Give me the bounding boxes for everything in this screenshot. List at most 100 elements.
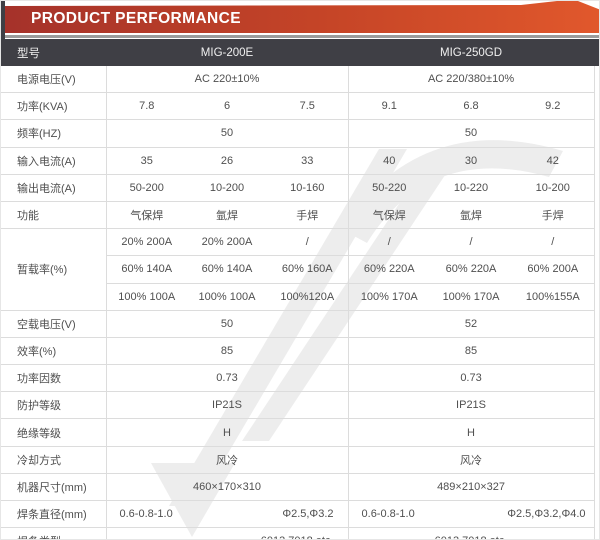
table-row: 功率因数 0.73 0.73: [1, 364, 595, 393]
cell-value: 42: [512, 147, 595, 175]
spec-table: 型号 MIG-200E MIG-250GD 电源电压(V) AC 220±10% A…: [1, 39, 595, 539]
cell-value: 20% 200A: [105, 228, 187, 257]
cell-value: 50-200: [105, 174, 187, 202]
table-row: 功率(KVA) 7.8 6 7.5 9.1 6.8 9.2: [1, 92, 595, 121]
cell-value: AC 220/380±10%: [347, 66, 595, 94]
cell-value: 460×170×310: [105, 473, 349, 502]
cell-value: /: [347, 228, 431, 257]
cell-value: /: [267, 228, 349, 257]
table-row: 焊条直径(mm) 0.6-0.8-1.0 Φ2.5,Φ3.2 0.6-0.8-1.0 Φ…: [1, 500, 595, 529]
row-label: 功能: [1, 201, 106, 230]
cell-value: 40: [347, 147, 431, 175]
row-label: 输入电流(A): [1, 147, 106, 175]
table-row: 绝缘等级 H H: [1, 418, 595, 447]
cell-value: 60% 140A: [105, 255, 187, 284]
cell-value: 20% 200A: [187, 228, 267, 257]
row-label: 电源电压(V): [1, 66, 106, 94]
cell-value: 50-220: [347, 174, 431, 202]
cell-value: 手焊: [267, 201, 349, 230]
cell-value: 50: [105, 310, 349, 338]
row-label: 频率(HZ): [1, 119, 106, 148]
cell-value: 52: [347, 310, 595, 338]
row-label: 空载电压(V): [1, 310, 106, 338]
cell-value: 35: [105, 147, 187, 175]
cell-value: 30: [430, 147, 513, 175]
table-row: 空载电压(V) 50 52: [1, 310, 595, 338]
cell-value: IP21S: [347, 391, 595, 420]
table-row: 频率(HZ) 50 50: [1, 119, 595, 148]
cell-value: 60% 220A: [430, 255, 513, 284]
cell-value: 7.8: [105, 92, 187, 121]
row-label: 机器尺寸(mm): [1, 473, 106, 502]
cell-value: 60% 200A: [512, 255, 595, 284]
cell-value: 手焊: [512, 201, 595, 230]
cell-value: 100%120A: [267, 283, 349, 311]
cell-value: /: [430, 228, 513, 257]
cell-value: 0.73: [347, 364, 595, 393]
cell-value: 10-160: [267, 174, 349, 202]
cell-value: 10-220: [430, 174, 513, 202]
cell-value: 100% 100A: [187, 283, 267, 311]
cell-value: 6013,7018,etc.: [347, 527, 595, 539]
cell-value: 33: [267, 147, 349, 175]
table-row: 冷却方式 风冷 风冷: [1, 446, 595, 474]
table-row: 输入电流(A) 35 26 33 40 30 42: [1, 147, 595, 175]
cell-value: 7.5: [267, 92, 349, 121]
cell-value: 6: [187, 92, 267, 121]
row-label: 冷却方式: [1, 446, 106, 474]
cell-value: 489×210×327: [347, 473, 595, 502]
cell-value: H: [105, 418, 349, 447]
table-row: 60% 140A 60% 140A 60% 160A 60% 220A 60% 220A…: [1, 255, 595, 284]
table-row: 暂载率(%) 20% 200A 20% 200A / / / /: [1, 228, 595, 311]
model-label: 型号: [1, 39, 106, 66]
model-row-extension: [594, 39, 599, 66]
model-header-row: 型号 MIG-200E MIG-250GD: [1, 39, 595, 66]
cell-value: 6.8: [430, 92, 513, 121]
table-row: 焊条类型6013,7018,etc.6013,7018,etc.: [1, 527, 595, 539]
page-title: PRODUCT PERFORMANCE: [31, 10, 241, 27]
cell-value: 9.2: [512, 92, 595, 121]
cell-value: 6013,7018,etc.: [105, 527, 349, 539]
table-row: 效率(%) 85 85: [1, 337, 595, 366]
cell-value: 100% 170A: [347, 283, 431, 311]
cell-value: 0.6-0.8-1.0: [347, 500, 431, 529]
cell-value: AC 220±10%: [105, 66, 349, 94]
row-label: 效率(%): [1, 337, 106, 366]
cell-value: 60% 160A: [267, 255, 349, 284]
banner-background: [5, 1, 599, 33]
cell-value: 60% 140A: [187, 255, 267, 284]
left-edge-strip: [1, 1, 5, 41]
cell-value: 85: [105, 337, 349, 366]
table-row: 输出电流(A) 50-200 10-200 10-160 50-220 10-220 10-…: [1, 174, 595, 202]
cell-value: 10-200: [187, 174, 267, 202]
cell-value: 氩焊: [430, 201, 513, 230]
row-label: 防护等级: [1, 391, 106, 420]
cell-value: 50: [347, 119, 595, 148]
model-name-left: MIG-200E: [106, 39, 349, 66]
row-label: 焊条类型: [1, 527, 106, 539]
row-label: 焊条直径(mm): [1, 500, 106, 529]
row-label: 功率(KVA): [1, 92, 106, 121]
cell-value: Φ2.5,Φ3.2,Φ4.0: [430, 500, 595, 529]
cell-value: 0.6-0.8-1.0: [105, 500, 187, 529]
banner-shadow-divider: [1, 35, 599, 38]
cell-value: 100% 100A: [105, 283, 187, 311]
cell-value: 9.1: [347, 92, 431, 121]
spec-table-body: 型号 MIG-200E MIG-250GD 电源电压(V) AC 220±10% A…: [1, 39, 595, 539]
cell-value: 50: [105, 119, 349, 148]
cell-value: 0.73: [105, 364, 349, 393]
cell-value: /: [512, 228, 595, 257]
cell-value: 风冷: [347, 446, 595, 474]
row-label: 绝缘等级: [1, 418, 106, 447]
cell-value: H: [347, 418, 595, 447]
cell-value: 100% 170A: [430, 283, 513, 311]
cell-value: 风冷: [105, 446, 349, 474]
row-label: 暂载率(%): [1, 228, 106, 311]
cell-value: 氩焊: [187, 201, 267, 230]
cell-value: 10-200: [512, 174, 595, 202]
row-label: 输出电流(A): [1, 174, 106, 202]
table-row: 机器尺寸(mm) 460×170×310 489×210×327: [1, 473, 595, 502]
cell-value: 85: [347, 337, 595, 366]
table-row: 100% 100A 100% 100A 100%120A 100% 170A 100% …: [1, 283, 595, 311]
